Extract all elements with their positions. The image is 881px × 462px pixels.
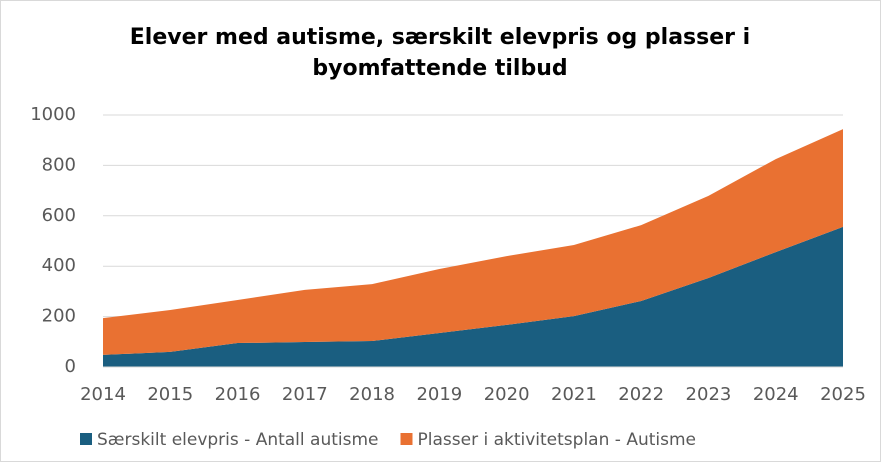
x-tick-label: 2022 bbox=[618, 384, 664, 405]
y-tick-label: 200 bbox=[42, 306, 76, 327]
x-tick-label: 2014 bbox=[80, 384, 126, 405]
x-tick-label: 2024 bbox=[753, 384, 799, 405]
x-tick-label: 2021 bbox=[551, 384, 597, 405]
x-tick-label: 2025 bbox=[820, 384, 866, 405]
area bbox=[103, 226, 843, 367]
y-tick-label: 600 bbox=[42, 205, 76, 226]
x-tick-label: 2015 bbox=[147, 384, 193, 405]
chart-title: Elever med autisme, særskilt elevpris og… bbox=[129, 25, 751, 81]
y-tick-label: 800 bbox=[42, 154, 76, 175]
x-tick-label: 2017 bbox=[282, 384, 328, 405]
x-tick-label: 2016 bbox=[215, 384, 261, 405]
y-tick-label: 0 bbox=[65, 356, 76, 377]
legend-label: Særskilt elevpris - Antall autisme bbox=[97, 430, 379, 450]
legend-swatch bbox=[80, 433, 92, 445]
x-tick-label: 2018 bbox=[349, 384, 395, 405]
legend-label: Plasser i aktivitetsplan - Autisme bbox=[418, 430, 696, 450]
legend-swatch bbox=[400, 433, 413, 445]
y-tick-label: 400 bbox=[42, 255, 76, 276]
x-tick-label: 2019 bbox=[416, 384, 462, 405]
x-tick-label: 2020 bbox=[484, 384, 530, 405]
x-tick-label: 2023 bbox=[686, 384, 732, 405]
area bbox=[103, 129, 843, 355]
y-tick-label: 1000 bbox=[30, 104, 76, 125]
